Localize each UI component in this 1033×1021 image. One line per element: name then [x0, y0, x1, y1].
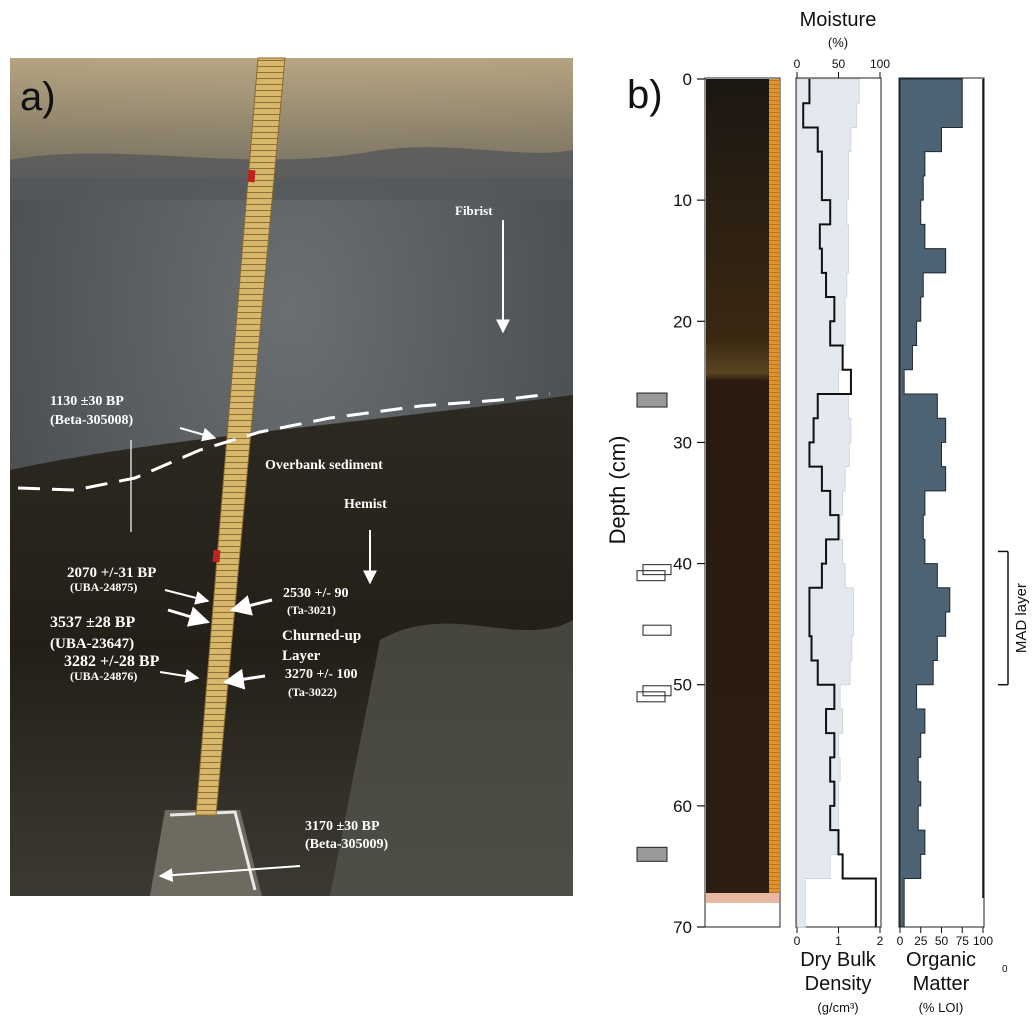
- annotation-3537-date: 3537 ±28 BP: [50, 614, 135, 631]
- organic-axis-ticks: 0 25 50 75 100: [897, 927, 993, 948]
- annotation-2070-date: 2070 +/-31 BP: [67, 565, 156, 581]
- organic-tick-label: 75: [956, 934, 970, 948]
- depth-tick-label: 20: [673, 312, 692, 331]
- organic-axis-unit: (% LOI): [919, 1000, 964, 1015]
- annotation-1130-lab: (Beta-305008): [50, 413, 134, 428]
- moisture-tick-label: 50: [832, 57, 846, 71]
- organic-matter-plot: [898, 77, 985, 928]
- depth-tick-label: 40: [673, 555, 692, 574]
- density-axis-title-1: Dry Bulk: [800, 949, 877, 971]
- annotation-3537-lab: (UBA-23647): [50, 636, 134, 652]
- depth-tick-label: 0: [683, 70, 692, 89]
- annotation-3170-date: 3170 ±30 BP: [305, 819, 380, 834]
- density-axis-unit: (g/cm³): [817, 1000, 858, 1015]
- annotation-3282-date: 3282 +/-28 BP: [64, 653, 160, 670]
- stray-label: 0: [1002, 964, 1008, 975]
- depth-tick-label: 30: [673, 433, 692, 452]
- density-line: [802, 79, 877, 927]
- moisture-axis-unit: (%): [828, 35, 848, 50]
- sample-box-filled: [636, 846, 668, 862]
- annotation-churned-layer: Layer: [282, 648, 321, 664]
- depth-tick-label: 70: [673, 918, 692, 937]
- core-photo: [704, 77, 781, 928]
- moisture-density-plot: [795, 77, 882, 928]
- depth-axis-ticks: 0 10 20 30 40 50 60 70: [673, 70, 705, 937]
- annotation-hemist: Hemist: [344, 497, 387, 512]
- horizon-boundaries: [17, 392, 551, 492]
- depth-tick-label: 60: [673, 797, 692, 816]
- panel-b-label: b): [627, 73, 663, 117]
- organic-tick-label: 50: [935, 934, 949, 948]
- moisture-tick-label: 100: [870, 57, 890, 71]
- organic-tick-label: 0: [897, 934, 904, 948]
- annotation-3270-date: 3270 +/- 100: [285, 667, 358, 682]
- annotation-2070-lab: (UBA-24875): [70, 580, 137, 594]
- mad-layer-label: MAD layer: [1013, 583, 1030, 653]
- depth-axis-label: Depth (cm): [605, 436, 630, 545]
- panel-a-photo: [10, 58, 573, 896]
- organic-matter-area: [899, 78, 963, 928]
- organic-tick-label: 25: [914, 934, 928, 948]
- moisture-tick-label: 0: [794, 57, 801, 71]
- annotation-1130-date: 1130 ±30 BP: [50, 394, 124, 409]
- sample-box: [636, 691, 666, 703]
- panel-a-arrows: [130, 220, 510, 883]
- annotation-2530-lab: (Ta-3021): [287, 603, 336, 617]
- sample-box: [642, 624, 672, 636]
- organic-axis-title-2: Matter: [913, 973, 970, 995]
- sample-box-filled: [636, 392, 668, 408]
- sample-box: [642, 564, 672, 576]
- annotation-3270-lab: (Ta-3022): [288, 685, 337, 699]
- annotation-2530-date: 2530 +/- 90: [283, 586, 349, 601]
- moisture-axis-ticks: 0 50 100: [794, 57, 890, 78]
- sample-box: [642, 685, 672, 697]
- density-axis-ticks: 0 1 2: [794, 927, 884, 948]
- density-tick-label: 0: [794, 934, 801, 948]
- sample-boxes: [636, 392, 672, 862]
- density-axis-title-2: Density: [805, 973, 872, 995]
- annotation-churned: Churned-up: [282, 628, 361, 644]
- panel-a-label: a): [20, 75, 56, 119]
- annotation-3282-lab: (UBA-24876): [70, 669, 137, 683]
- density-tick-label: 2: [877, 934, 884, 948]
- depth-tick-label: 50: [673, 676, 692, 695]
- annotation-fibrist: Fibrist: [455, 203, 493, 218]
- depth-tick-label: 10: [673, 191, 692, 210]
- panel-a-annotations: Fibrist 1130 ±30 BP (Beta-305008) Overba…: [50, 203, 493, 852]
- sample-box: [636, 570, 666, 582]
- mad-layer-bracket: [998, 550, 1009, 686]
- measuring-tape: [195, 57, 286, 816]
- organic-axis-title-1: Organic: [906, 949, 976, 971]
- organic-tick-label: 100: [973, 934, 993, 948]
- annotation-overbank: Overbank sediment: [265, 458, 383, 473]
- moisture-axis-title: Moisture: [800, 9, 877, 31]
- density-tick-label: 1: [835, 934, 842, 948]
- moisture-area: [796, 78, 860, 928]
- annotation-3170-lab: (Beta-305009): [305, 837, 389, 852]
